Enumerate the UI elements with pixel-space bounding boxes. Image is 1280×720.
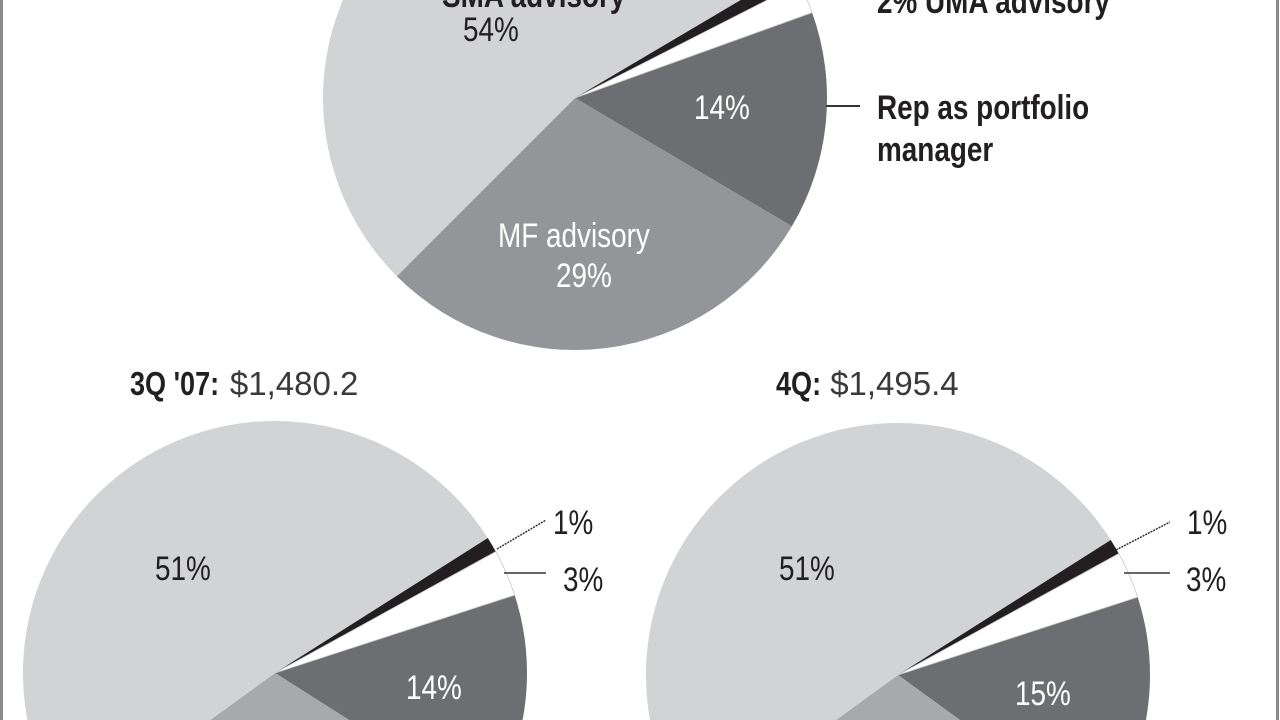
pie-chart-4q bbox=[645, 423, 1151, 720]
label-sma-pct-4q: 51% bbox=[779, 550, 835, 588]
frame-border-right bbox=[1276, 0, 1279, 720]
pie-slice-rep bbox=[898, 597, 1151, 720]
pie-slice-mf bbox=[836, 675, 960, 720]
pie-slice-rep bbox=[575, 12, 827, 227]
label-sma-name-top: SMA advisory bbox=[442, 0, 666, 14]
frame-border-left bbox=[0, 0, 3, 720]
pie-slice-white bbox=[574, 0, 813, 99]
chart-title-3q07: 3Q '07: $1,480.2 bbox=[130, 365, 359, 402]
pie-slice-mf bbox=[396, 98, 792, 351]
pie-chart-3q07 bbox=[22, 421, 528, 720]
label-rep-pct-3q: 14% bbox=[406, 669, 462, 707]
label-3pct-4q: 3% bbox=[1186, 561, 1227, 599]
label-1pct-4q: 1% bbox=[1187, 504, 1228, 542]
label-uma-top: 2% UMA advisory bbox=[877, 0, 1110, 21]
pie-slice-rep bbox=[275, 595, 528, 720]
label-rep-pct-4q: 15% bbox=[1015, 675, 1071, 713]
label-sma-pct-3q: 51% bbox=[155, 550, 211, 588]
label-1pct-3q: 1% bbox=[553, 504, 594, 542]
pie-chart-top bbox=[323, 0, 827, 351]
pie-slice-sma bbox=[22, 421, 488, 720]
label-rep-pct-top: 14% bbox=[694, 89, 750, 127]
pie-slice-white bbox=[897, 553, 1139, 676]
pie-slice-black bbox=[275, 537, 496, 673]
label-rep-name-line1: Rep as portfolio bbox=[877, 89, 1090, 127]
pie-slice-black bbox=[898, 539, 1119, 675]
pie-slice-sma bbox=[645, 423, 1111, 720]
pie-slice-mf bbox=[210, 673, 350, 720]
label-mf-name-top: MF advisory bbox=[498, 217, 650, 255]
leader-1pct-4q bbox=[1115, 521, 1171, 551]
chart-title-4q: 4Q: $1,495.4 bbox=[776, 365, 959, 402]
label-sma-pct-top: 54% bbox=[463, 11, 519, 49]
leader-1pct-3q bbox=[496, 519, 547, 550]
pie-slice-sma bbox=[323, 0, 741, 277]
label-rep-name-line2: manager bbox=[877, 131, 994, 169]
label-mf-pct-top: 29% bbox=[556, 257, 612, 295]
label-3pct-3q: 3% bbox=[563, 561, 604, 599]
